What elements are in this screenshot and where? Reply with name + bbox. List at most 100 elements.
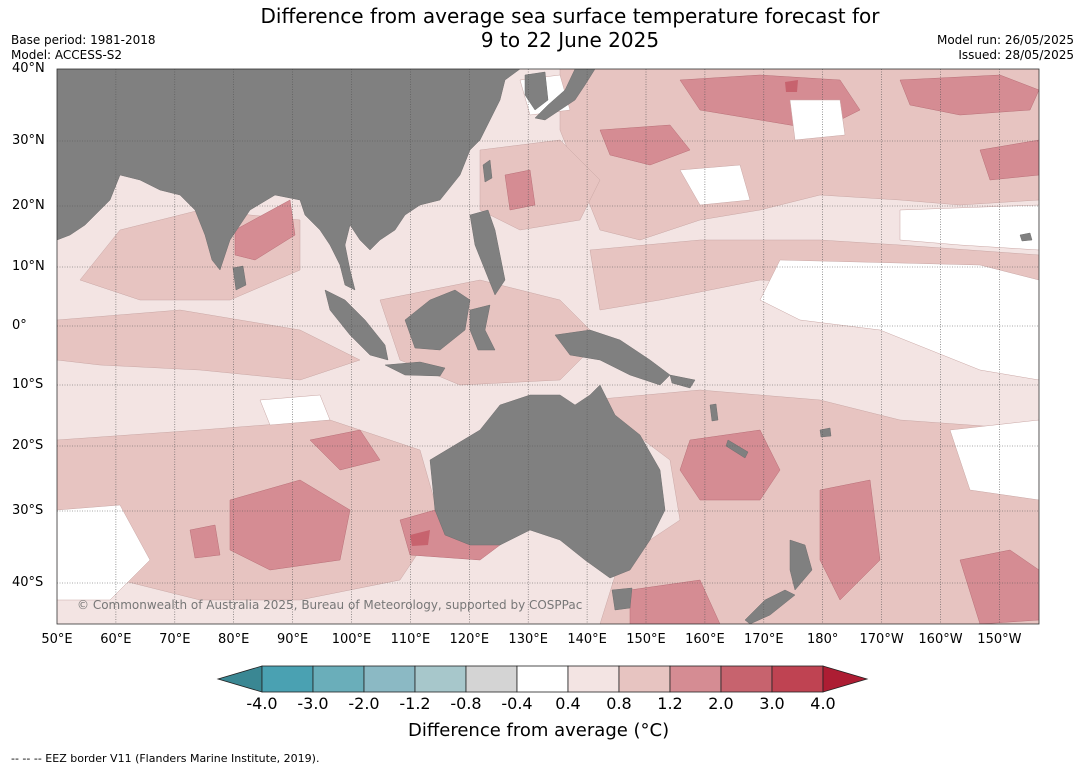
anomaly-band-equatorial-indian bbox=[57, 309, 361, 381]
colorbar-segment bbox=[363, 665, 416, 693]
title-line-2: 9 to 22 June 2025 bbox=[480, 28, 660, 52]
longitude-label: 140°E bbox=[567, 632, 607, 647]
metadata-left: Base period: 1981-2018 Model: ACCESS-S2 bbox=[11, 33, 156, 63]
hot-patch-1 bbox=[410, 530, 430, 546]
colorbar-tick: 3.0 bbox=[759, 694, 785, 713]
latitude-label: 30°N bbox=[12, 133, 45, 148]
asia-mainland bbox=[57, 69, 521, 291]
latitude-label: 10°N bbox=[12, 259, 45, 274]
longitude-label: 100°E bbox=[331, 632, 372, 647]
colorbar-segment bbox=[771, 665, 824, 693]
longitude-label: 150°W bbox=[977, 632, 1022, 647]
latitude-label: 10°S bbox=[12, 377, 44, 392]
longitude-label: 70°E bbox=[159, 632, 191, 647]
sri-lanka bbox=[232, 265, 247, 291]
philippines bbox=[469, 209, 506, 296]
solomon-islands bbox=[669, 374, 696, 389]
issued-date: Issued: 28/05/2025 bbox=[958, 48, 1074, 62]
longitude-label: 150°E bbox=[626, 632, 666, 647]
colorbar-tick: -0.8 bbox=[450, 694, 482, 713]
colorbar-segment bbox=[414, 665, 467, 693]
colorbar-segment bbox=[312, 665, 365, 693]
map-area bbox=[57, 69, 1039, 624]
longitude-label: 80°E bbox=[218, 632, 250, 647]
warm-patch-5 bbox=[504, 169, 536, 211]
hot-patch-2 bbox=[785, 80, 798, 92]
copyright-notice: © Commonwealth of Australia 2025, Bureau… bbox=[77, 598, 583, 612]
base-period: Base period: 1981-2018 bbox=[11, 33, 156, 47]
longitude-label: 170°E bbox=[744, 632, 784, 647]
colorbar-segment bbox=[261, 665, 314, 693]
land-masses bbox=[57, 69, 1033, 624]
colorbar-extend-high bbox=[822, 665, 869, 693]
warm-patch-3 bbox=[979, 139, 1039, 181]
tasmania bbox=[611, 587, 633, 611]
colorbar-segment bbox=[618, 665, 671, 693]
anomaly-near-zero-regions bbox=[57, 74, 1039, 601]
vanuatu bbox=[709, 403, 719, 422]
colorbar-tick: -4.0 bbox=[246, 694, 278, 713]
new-caledonia bbox=[725, 439, 749, 459]
new-guinea bbox=[554, 329, 671, 386]
colorbar-tick: 0.4 bbox=[555, 694, 581, 713]
colorbar-tick: 4.0 bbox=[810, 694, 836, 713]
longitude-label: 50°E bbox=[41, 632, 73, 647]
longitude-label: 170°W bbox=[859, 632, 904, 647]
australia bbox=[429, 384, 666, 579]
taiwan bbox=[482, 159, 493, 183]
warm-patch-6 bbox=[234, 199, 296, 261]
colorbar-extend-low bbox=[216, 665, 263, 693]
warm-patch-13 bbox=[629, 579, 721, 624]
colorbar-title: Difference from average (°C) bbox=[408, 720, 670, 741]
title-line-1: Difference from average sea surface temp… bbox=[260, 4, 880, 28]
warm-patch-14 bbox=[189, 524, 221, 559]
map-frame bbox=[56, 68, 1040, 625]
model-run: Model run: 26/05/2025 bbox=[936, 33, 1074, 47]
colorbar-segment bbox=[465, 665, 518, 693]
colorbar-tick: 0.8 bbox=[606, 694, 632, 713]
colorbar-tick: -1.2 bbox=[399, 694, 431, 713]
latitude-label: 30°S bbox=[12, 503, 44, 518]
longitude-label: 60°E bbox=[100, 632, 132, 647]
neutral-region-south-indian-2 bbox=[259, 394, 331, 426]
warm-patch-7 bbox=[229, 479, 351, 571]
borneo bbox=[404, 289, 471, 351]
colorbar-segment bbox=[516, 665, 569, 693]
longitude-label: 180° bbox=[807, 632, 839, 647]
colorbar-tick: 2.0 bbox=[708, 694, 734, 713]
longitude-label: 160°W bbox=[918, 632, 963, 647]
eez-footnote: -- -- -- EEZ border V11 (Flanders Marine… bbox=[11, 752, 320, 765]
korea bbox=[524, 71, 549, 111]
warm-patch-9 bbox=[679, 429, 781, 501]
java bbox=[384, 361, 446, 377]
latitude-label: 20°S bbox=[12, 438, 44, 453]
new-zealand-south bbox=[744, 589, 796, 624]
neutral-region-south-indian bbox=[57, 504, 151, 601]
latitude-label: 40°S bbox=[12, 575, 44, 590]
chart-title: Difference from average sea surface temp… bbox=[0, 4, 1085, 52]
longitude-label: 120°E bbox=[449, 632, 490, 647]
metadata-right: Model run: 26/05/2025 Issued: 28/05/2025 bbox=[937, 33, 1074, 63]
model-name: Model: ACCESS-S2 bbox=[11, 48, 123, 62]
colorbar-segment bbox=[669, 665, 722, 693]
longitude-label: 90°E bbox=[276, 632, 309, 647]
colorbar-tick: -0.4 bbox=[501, 694, 533, 713]
warm-patch-10 bbox=[819, 479, 881, 601]
colorbar-segment bbox=[567, 665, 620, 693]
longitude-label: 160°E bbox=[685, 632, 725, 647]
warm-patch-2 bbox=[899, 74, 1039, 116]
new-zealand-north bbox=[789, 539, 813, 591]
colorbar-tick: -3.0 bbox=[297, 694, 329, 713]
sulawesi bbox=[469, 304, 496, 351]
anomaly-2-0-to-3-0-regions bbox=[410, 80, 798, 546]
neutral-region-southeast bbox=[949, 419, 1039, 501]
latitude-label: 40°N bbox=[12, 61, 45, 76]
warm-patch-12 bbox=[309, 429, 381, 471]
japan bbox=[534, 69, 596, 121]
colorbar-tick: -2.0 bbox=[348, 694, 380, 713]
graticule bbox=[57, 69, 1039, 624]
longitude-label: 110°E bbox=[390, 632, 431, 647]
neutral-region-north-pacific-1 bbox=[679, 164, 751, 206]
longitude-label: 130°E bbox=[508, 632, 548, 647]
